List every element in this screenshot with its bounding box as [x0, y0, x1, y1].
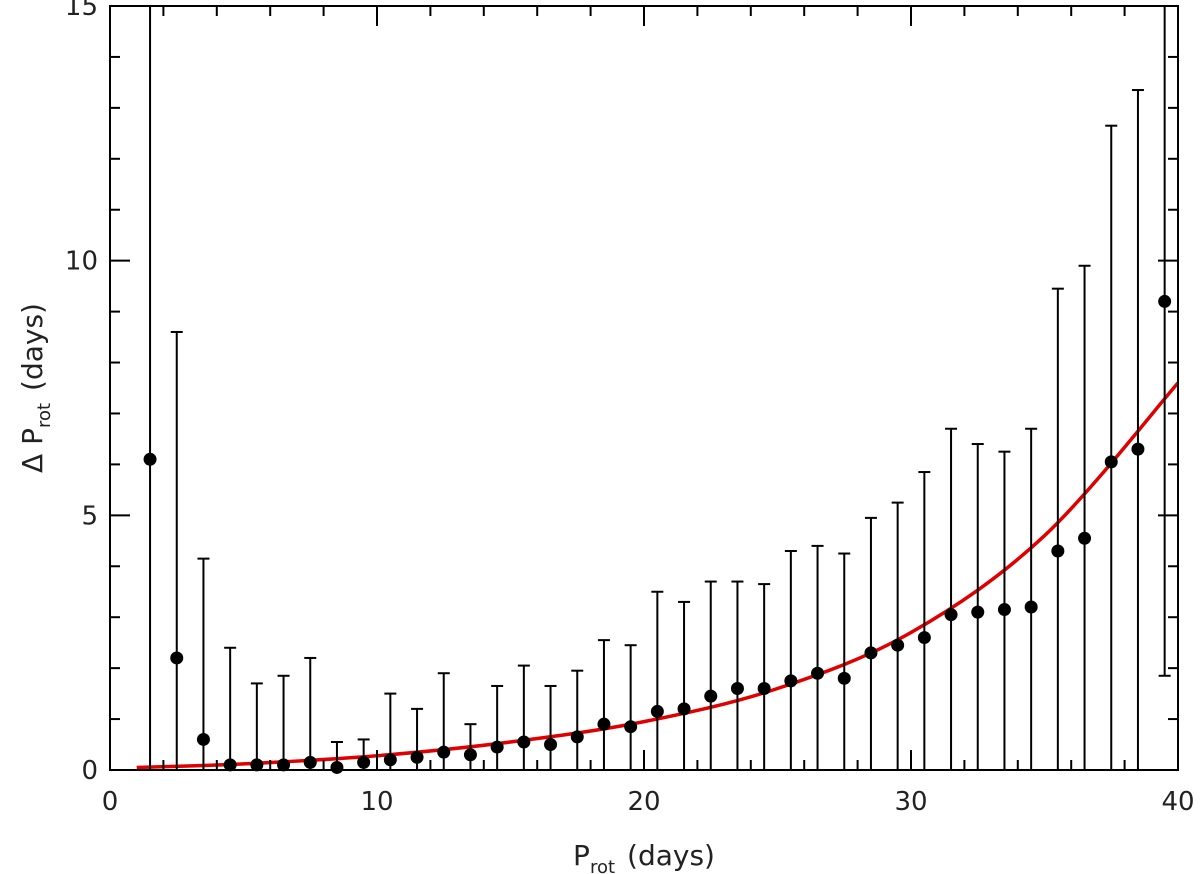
data-point: [437, 745, 451, 759]
data-point: [143, 452, 157, 466]
data-point-layer: [143, 294, 1172, 774]
data-point: [730, 682, 744, 696]
data-point: [624, 720, 638, 734]
errorbar-layer: [149, 6, 1171, 770]
data-point: [170, 651, 184, 665]
data-point: [410, 750, 424, 764]
data-point: [490, 740, 504, 754]
data-point: [677, 702, 691, 716]
data-point: [1078, 531, 1092, 545]
data-point: [570, 730, 584, 744]
data-point: [383, 753, 397, 767]
data-point: [891, 638, 905, 652]
data-point: [917, 631, 931, 645]
data-point: [1131, 442, 1145, 456]
data-point: [1104, 455, 1118, 469]
data-point: [1158, 294, 1172, 308]
data-point: [1051, 544, 1065, 558]
y-axis-title-sub: rot: [34, 403, 55, 428]
data-point: [330, 760, 344, 774]
data-point: [971, 605, 985, 619]
data-point: [704, 689, 718, 703]
data-point: [864, 646, 878, 660]
y-axis-title-main: Δ P: [16, 428, 49, 473]
y-axis-title-rest: (days): [16, 303, 49, 391]
x-tick-label: 40: [1161, 787, 1194, 817]
data-point: [1024, 600, 1038, 614]
y-tick-label: 15: [65, 0, 98, 22]
y-tick-label: 10: [65, 247, 98, 277]
data-point: [784, 674, 798, 688]
x-tick-label: 30: [894, 787, 927, 817]
data-point: [357, 755, 371, 769]
data-point: [757, 682, 771, 696]
data-point: [517, 735, 531, 749]
data-point: [944, 608, 958, 622]
data-point: [997, 603, 1011, 617]
y-tick-label: 5: [81, 501, 98, 531]
x-axis-title-rest: (days): [627, 839, 715, 872]
y-tick-label: 0: [81, 756, 98, 786]
x-axis-title-main: P: [573, 839, 590, 872]
data-point: [303, 755, 317, 769]
data-point: [223, 758, 237, 772]
x-axis-title-sub: rot: [590, 857, 615, 874]
plot-frame: [109, 5, 1179, 771]
data-point: [277, 758, 291, 772]
x-tick-label: 0: [102, 787, 119, 817]
data-point: [250, 758, 264, 772]
x-axis-title: Prot (days): [573, 839, 715, 874]
data-point: [811, 666, 825, 680]
data-point: [463, 748, 477, 762]
data-point: [650, 704, 664, 718]
axis-layer: [109, 5, 1179, 771]
data-point: [837, 671, 851, 685]
data-point: [544, 738, 558, 752]
x-tick-label: 10: [360, 787, 393, 817]
y-axis-title: Δ Prot (days): [16, 303, 55, 473]
x-tick-label: 20: [627, 787, 660, 817]
data-point: [196, 732, 210, 746]
data-point: [597, 717, 611, 731]
